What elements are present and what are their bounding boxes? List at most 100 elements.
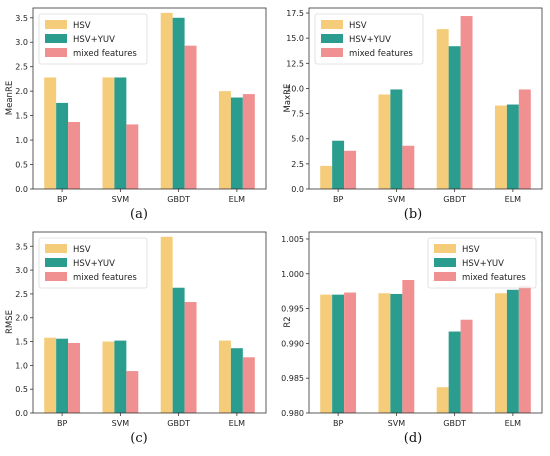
bar-bp-mixed: [68, 342, 81, 413]
bar-gbdt-hsv-yuv: [172, 287, 185, 413]
bar-svm-hsv-yuv: [114, 77, 127, 189]
legend: HSV HSV+YUV mixed features: [427, 237, 537, 289]
y-tick-label: 1.5: [15, 338, 28, 347]
x-tick-label: BP: [57, 419, 67, 428]
legend-label: HSV+YUV: [73, 35, 115, 45]
bar-bp-mixed: [68, 121, 81, 189]
bar-elm-hsv-yuv: [230, 97, 243, 189]
bar-bp-hsv-yuv: [332, 140, 345, 189]
x-tick-label: SVM: [388, 195, 406, 204]
legend-label: HSV: [73, 245, 91, 255]
bar-svm-hsv-yuv: [390, 293, 403, 413]
bar-svm-hsv: [378, 94, 391, 189]
bar-gbdt-hsv-yuv: [448, 331, 461, 413]
bar-gbdt-hsv: [436, 387, 449, 413]
bar-svm-hsv-yuv: [114, 340, 127, 413]
caption: (b): [404, 207, 422, 222]
legend-swatch: [434, 272, 456, 281]
y-tick-label: 0.5: [15, 161, 28, 170]
bar-bp-hsv-yuv: [56, 102, 69, 189]
x-tick-label: GBDT: [443, 195, 466, 204]
bar-gbdt-hsv: [436, 29, 449, 190]
y-tick-label: 0.995: [281, 305, 304, 314]
legend-swatch: [434, 244, 456, 253]
bar-gbdt-mixed: [460, 319, 473, 413]
legend-swatch: [45, 244, 67, 253]
y-tick-label: 2.0: [15, 87, 28, 96]
bar-elm-hsv: [218, 91, 231, 189]
x-tick-label: SVM: [112, 419, 130, 428]
chart-3: BP SVM GBDT ELM 0.980 0.985 0.990 0.995 1.000 1.0…: [281, 231, 543, 446]
x-tick-label: BP: [57, 195, 67, 204]
bar-bp-hsv: [320, 165, 333, 189]
legend-label: HSV+YUV: [462, 259, 504, 269]
bar-gbdt-hsv-yuv: [448, 46, 461, 190]
y-tick-label: 0.0: [15, 409, 28, 418]
legend-label: HSV+YUV: [349, 35, 391, 45]
y-tick-label: 2.5: [15, 63, 28, 72]
x-tick-label: SVM: [388, 419, 406, 428]
x-tick-label: BP: [333, 195, 343, 204]
bar-bp-hsv: [44, 337, 57, 413]
bar-bp-hsv: [44, 77, 57, 189]
legend-label: HSV: [349, 21, 367, 31]
bar-svm-hsv: [102, 77, 115, 189]
x-tick-label: SVM: [112, 195, 130, 204]
plot-frame: [308, 231, 543, 414]
y-tick-label: 3.0: [15, 266, 28, 275]
legend-swatch: [45, 272, 67, 281]
legend-label: HSV+YUV: [73, 259, 115, 269]
bar-elm-hsv: [494, 293, 507, 413]
legend-swatch: [434, 258, 456, 267]
legend-swatch: [45, 48, 67, 57]
bar-svm-hsv: [102, 341, 115, 413]
bar-gbdt-hsv-yuv: [172, 17, 185, 190]
bar-svm-hsv-yuv: [390, 89, 403, 189]
bar-gbdt-mixed: [460, 16, 473, 189]
legend-swatch: [321, 20, 343, 29]
x-tick-label: GBDT: [167, 195, 190, 204]
bar-elm-mixed: [518, 285, 531, 413]
y-axis-label: RMSE: [5, 310, 15, 334]
legend: HSV HSV+YUV mixed features: [38, 13, 148, 65]
legend-swatch: [45, 258, 67, 267]
x-tick-label: ELM: [505, 419, 522, 428]
y-tick-label: 0.980: [281, 409, 304, 418]
bar-svm-mixed: [126, 124, 139, 189]
y-tick-label: 0.0: [291, 185, 304, 194]
caption: (d): [404, 431, 422, 446]
bar-svm-mixed: [402, 145, 415, 189]
bar-bp-mixed: [344, 292, 357, 413]
y-tick-label: 3.5: [15, 242, 28, 251]
chart-0: BP SVM GBDT ELM 0.0 0.5 1.0 1.5 2.0 2.5 3.0 3.5 Mean…: [5, 7, 267, 222]
bar-elm-hsv-yuv: [230, 348, 243, 413]
y-tick-label: 3.0: [15, 38, 28, 47]
bar-bp-hsv-yuv: [332, 294, 345, 413]
x-tick-label: ELM: [229, 419, 246, 428]
legend: HSV HSV+YUV mixed features: [38, 237, 148, 289]
bar-elm-hsv-yuv: [506, 289, 519, 413]
y-tick-label: 0.990: [281, 339, 304, 348]
y-tick-label: 3.5: [15, 14, 28, 23]
y-tick-label: 1.005: [281, 235, 304, 244]
y-tick-label: 1.5: [15, 112, 28, 121]
x-tick-label: GBDT: [443, 419, 466, 428]
bar-gbdt-hsv: [160, 12, 173, 190]
plot-frame: [32, 7, 267, 190]
bar-elm-hsv-yuv: [506, 104, 519, 189]
legend-label: HSV: [462, 245, 480, 255]
chart-2: BP SVM GBDT ELM 0.0 0.5 1.0 1.5 2.0 2.5 3.0 3.5 RMSE…: [5, 231, 267, 446]
legend-label: HSV: [73, 21, 91, 31]
y-tick-label: 1.0: [15, 361, 28, 370]
y-tick-label: 2.5: [291, 160, 304, 169]
y-tick-label: 10.0: [286, 84, 304, 93]
caption: (a): [130, 207, 148, 222]
legend-swatch: [321, 34, 343, 43]
y-tick-label: 2.5: [15, 290, 28, 299]
plot-frame: [308, 7, 543, 190]
y-tick-label: 12.5: [286, 59, 304, 68]
y-tick-label: 7.5: [291, 110, 304, 119]
legend-swatch: [45, 20, 67, 29]
bar-gbdt-mixed: [184, 45, 197, 189]
